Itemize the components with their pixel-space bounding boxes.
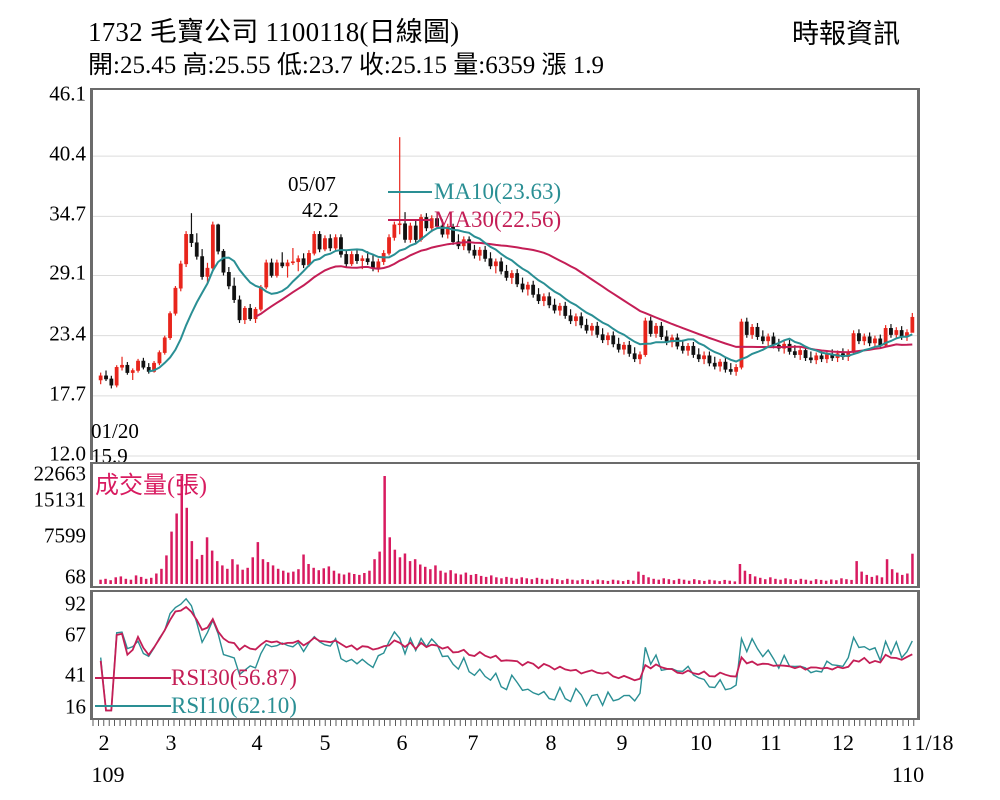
price-y-tick-3: 29.1 (49, 260, 86, 285)
quote-summary: 開:25.45 高:25.55 低:23.7 收:25.15 量:6359 漲 … (88, 52, 604, 79)
price-y-tick-6: 12.0 (49, 441, 86, 466)
rsi-svg (99, 597, 913, 712)
price-plot-area[interactable] (90, 88, 920, 460)
rsi-plot-area[interactable] (90, 590, 920, 720)
volume-y-axis: 22663 15131 7599 68 (0, 461, 87, 589)
price-y-tick-4: 23.4 (49, 321, 86, 346)
volume-chart-panel[interactable]: 22663 15131 7599 68 成交量(張) (0, 461, 1000, 589)
x-axis-tick-9: 11 (760, 730, 782, 755)
x-axis-tick-6: 8 (545, 730, 557, 755)
x-axis-tick-0: 2 (98, 730, 110, 755)
rsi-y-tick-3: 16 (65, 694, 86, 719)
ma10-legend-label: MA10(23.63) (434, 179, 562, 204)
x-axis-tick-8: 10 (690, 730, 712, 755)
rsi30-legend-label: RSI30(56.87) (171, 665, 297, 690)
x-axis: 2 3 4 5 6 7 8 9 10 11 12 1 1/18 109 110 (0, 720, 1000, 800)
rsi-y-tick-0: 92 (65, 591, 86, 616)
rsi10-legend-rule (95, 705, 171, 707)
rsi-y-tick-1: 67 (65, 622, 86, 647)
price-y-tick-2: 34.7 (49, 201, 86, 226)
volume-plot-area[interactable] (90, 462, 920, 588)
volume-svg (99, 476, 914, 584)
x-axis-year-1: 110 (891, 762, 925, 787)
x-axis-tick-7: 9 (616, 730, 628, 755)
x-axis-tick-3: 5 (319, 730, 331, 755)
x-axis-tick-11: 1 (901, 730, 913, 755)
price-chart-panel[interactable]: 46.1 40.4 34.7 29.1 23.4 17.7 12.0 MA10(23.63)… (0, 82, 1000, 468)
x-axis-tick-4: 6 (396, 730, 408, 755)
x-axis-tick-5: 7 (467, 730, 479, 755)
trough-date-annotation: 01/20 (91, 419, 139, 443)
volume-y-tick-1: 15131 (33, 487, 87, 512)
peak-value-annotation: 42.2 (302, 198, 339, 222)
ma30-legend-label: MA30(22.56) (434, 207, 562, 232)
ma10-legend-rule (388, 191, 432, 193)
price-svg (93, 137, 917, 457)
x-axis-year-0: 109 (91, 762, 125, 787)
ma30-legend-rule (388, 219, 432, 221)
peak-date-annotation: 05/07 (288, 172, 336, 196)
x-axis-tick-2: 4 (251, 730, 263, 755)
price-y-tick-0: 46.1 (49, 81, 86, 106)
x-axis-tick-12: 1/18 (914, 730, 954, 755)
x-axis-tick-1: 3 (165, 730, 177, 755)
price-y-tick-1: 40.4 (49, 141, 86, 166)
brand-label: 時報資訊 (792, 19, 900, 49)
price-y-tick-5: 17.7 (49, 381, 86, 406)
rsi-y-tick-2: 41 (65, 662, 86, 687)
volume-y-tick-0: 22663 (33, 461, 87, 486)
rsi-y-axis: 92 67 41 16 (0, 590, 86, 720)
page-title: 1732 毛寶公司 1100118(日線圖) (88, 17, 460, 47)
volume-y-tick-2: 7599 (44, 523, 86, 548)
trough-value-annotation: 15.9 (91, 444, 128, 468)
volume-series-label: 成交量(張) (95, 473, 207, 499)
rsi10-legend-label: RSI10(62.10) (171, 693, 297, 718)
x-axis-tick-10: 12 (832, 730, 854, 755)
price-y-axis: 46.1 40.4 34.7 29.1 23.4 17.7 12.0 (0, 82, 86, 466)
x-axis-tick-strip (90, 720, 920, 729)
volume-y-tick-3: 68 (65, 564, 86, 589)
rsi30-legend-rule (95, 677, 171, 679)
rsi-chart-panel[interactable]: 92 67 41 16 RSI30(56.87) RSI10(62.10) (0, 590, 1000, 720)
